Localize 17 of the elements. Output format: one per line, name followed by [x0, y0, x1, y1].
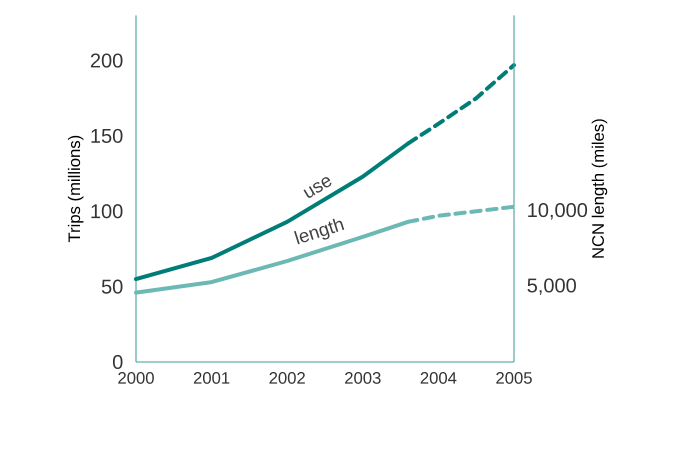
y-tick-label: 200	[90, 53, 122, 68]
x-tick-label: 2004	[420, 372, 456, 384]
x-tick-label: 2000	[118, 372, 154, 384]
y-tick-label: 100	[91, 204, 122, 218]
text: length	[294, 218, 344, 244]
y-tick-label: 150	[91, 128, 122, 143]
x-tick-label: 2005	[496, 372, 532, 384]
y2-tick-label: 10,000	[528, 203, 588, 220]
y-tick-label: 0	[112, 354, 122, 370]
y-axis-title: Trips (millions)	[68, 136, 84, 242]
x-tick-label: 2003	[345, 372, 381, 384]
y-tick-label: 50	[102, 280, 122, 294]
y2-tick-label: 5,000	[528, 278, 576, 295]
text: use	[304, 177, 332, 198]
x-tick-label: 2002	[269, 372, 305, 384]
y2-axis-title: NCN length (miles)	[592, 119, 608, 258]
x-tick-label: 2001	[194, 372, 230, 384]
